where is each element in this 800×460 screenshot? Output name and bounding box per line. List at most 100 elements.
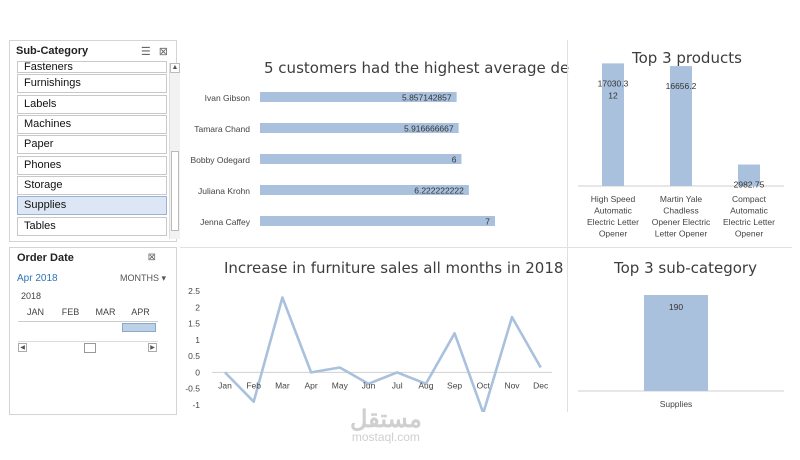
timeline-selected-period[interactable] (122, 323, 156, 332)
timeline-scrollbar[interactable]: ◀ ▶ (18, 341, 158, 353)
bar (644, 295, 708, 391)
multi-select-icon[interactable]: ☰ (140, 45, 151, 58)
bar (260, 154, 462, 164)
data-label: 5.916666667 (404, 124, 454, 134)
y-tick-label: 1.5 (188, 319, 200, 329)
slicer-item-labels[interactable]: Labels (17, 94, 167, 114)
x-tick-label: Apr (304, 380, 317, 390)
slicer-title: Sub-Category (16, 45, 89, 57)
x-tick-label: Aug (418, 380, 433, 390)
clear-filter-icon[interactable]: ⊠ (158, 45, 168, 58)
slicer-item-tables[interactable]: Tables (17, 216, 167, 236)
bar (260, 123, 459, 133)
timeline-scroll-thumb[interactable] (84, 343, 96, 353)
y-tick-label: 0 (195, 367, 200, 377)
series-line (224, 296, 542, 415)
data-label: 7 (485, 217, 490, 227)
category-label: Opener (735, 229, 764, 239)
y-tick-label: 1 (195, 335, 200, 345)
scroll-right-arrow-icon[interactable]: ▶ (148, 343, 157, 352)
furniture-sales-chart: Increase in furniture sales all months i… (180, 250, 566, 415)
data-label: 190 (669, 302, 683, 312)
data-label: 12 (608, 90, 618, 100)
timeline-month[interactable]: FEB (61, 307, 80, 317)
category-label: Bobby Odegard (190, 155, 250, 165)
data-label: 17030.3 (598, 78, 629, 88)
x-tick-label: Jul (392, 380, 403, 390)
x-tick-label: Nov (504, 380, 520, 390)
timeline-months: JAN FEB MAR APR (18, 307, 158, 317)
data-label: 2982.75 (734, 180, 765, 190)
category-label: Supplies (660, 399, 693, 409)
scroll-thumb[interactable] (171, 151, 179, 231)
watermark: مستقل mostaql.com (350, 405, 422, 444)
data-label: 5.857142857 (402, 93, 452, 103)
category-label: Automatic (730, 206, 769, 216)
watermark-arabic: مستقل (350, 406, 422, 433)
slicer-item-paper[interactable]: Paper (17, 135, 167, 155)
chart-title: 5 customers had the highest average dela… (264, 59, 592, 77)
category-label: Jenna Caffey (200, 217, 251, 227)
bar (670, 66, 692, 186)
timeline-level-dropdown[interactable]: MONTHS ▾ (120, 273, 167, 283)
slicer-item-supplies[interactable]: Supplies (17, 196, 167, 216)
panel-divider (180, 247, 792, 248)
timeline-title: Order Date (17, 252, 74, 264)
category-label: Electric Letter (587, 217, 639, 227)
y-tick-label: 2 (195, 302, 200, 312)
timeline-month[interactable]: JAN (26, 307, 44, 317)
timeline-current-selection: Apr 2018 (17, 273, 58, 284)
bar (260, 216, 495, 226)
x-tick-label: Sep (447, 380, 462, 390)
bar (260, 185, 469, 195)
y-tick-label: 0.5 (188, 351, 200, 361)
x-tick-label: Jun (362, 380, 376, 390)
category-label: Letter Opener (655, 229, 708, 239)
slicer-item-furnishings[interactable]: Furnishings (17, 74, 167, 94)
panel-divider (567, 40, 568, 412)
category-label: Ivan Gibson (205, 93, 251, 103)
x-tick-label: Oct (477, 380, 491, 390)
x-tick-label: Feb (246, 380, 261, 390)
chart-title: Top 3 products (632, 49, 742, 67)
x-tick-label: Dec (533, 380, 549, 390)
watermark-latin: mostaql.com (351, 430, 420, 444)
category-label: Chadless (663, 206, 698, 216)
timeline-month[interactable]: MAR (95, 307, 116, 317)
y-tick-label: -1 (192, 400, 200, 410)
slicer-item-storage[interactable]: Storage (17, 176, 167, 196)
top-subcategory-plot: 190 Supplies (578, 295, 784, 409)
category-label: Juliana Krohn (198, 186, 250, 196)
category-label: Martin Yale (660, 194, 702, 204)
slicer-item-machines[interactable]: Machines (17, 115, 167, 135)
clear-filter-icon[interactable]: ⊠ (147, 252, 156, 263)
slicer-scrollbar[interactable]: ▲ (169, 63, 180, 239)
chart-title: Increase in furniture sales all months i… (224, 259, 564, 277)
category-label: Automatic (594, 206, 633, 216)
bar (602, 63, 624, 186)
timeline-bar[interactable] (18, 321, 158, 331)
data-label: 16656.2 (666, 81, 697, 91)
timeline-month[interactable]: APR (131, 307, 150, 317)
scroll-up-arrow-icon[interactable]: ▲ (170, 63, 180, 73)
customer-delay-plot: Ivan Gibson 5.857142857 Tamara Chand 5.9166… (190, 92, 495, 227)
slicer-item-fasteners[interactable]: Fasteners (17, 61, 167, 73)
scroll-left-arrow-icon[interactable]: ◀ (18, 343, 27, 352)
x-tick-label: Jan (218, 380, 232, 390)
subcategory-slicer: Sub-Category ☰ ⊠ Fasteners Furnishings L… (9, 40, 180, 242)
category-label: Opener Electric (652, 217, 711, 227)
slicer-list: Fasteners Furnishings Labels Machines Pa… (17, 61, 167, 237)
customer-delay-chart: 5 customers had the highest average dela… (180, 40, 591, 245)
slicer-item-phones[interactable]: Phones (17, 155, 167, 175)
top-subcategory-chart: Top 3 sub-category 190 Supplies (570, 250, 792, 412)
order-date-timeline: Order Date ⊠ Apr 2018 MONTHS ▾ 2018 JAN … (9, 247, 177, 415)
x-tick-label: Mar (275, 380, 290, 390)
slicer-header: Sub-Category ☰ ⊠ (10, 41, 176, 61)
chart-title: Top 3 sub-category (614, 259, 757, 277)
category-label: High Speed (591, 194, 636, 204)
bar (738, 164, 760, 186)
y-tick-label: 2.5 (188, 286, 200, 296)
top-products-chart: Top 3 products 17030.3 12 High Speed Automa… (570, 40, 792, 245)
category-label: Opener (599, 229, 628, 239)
